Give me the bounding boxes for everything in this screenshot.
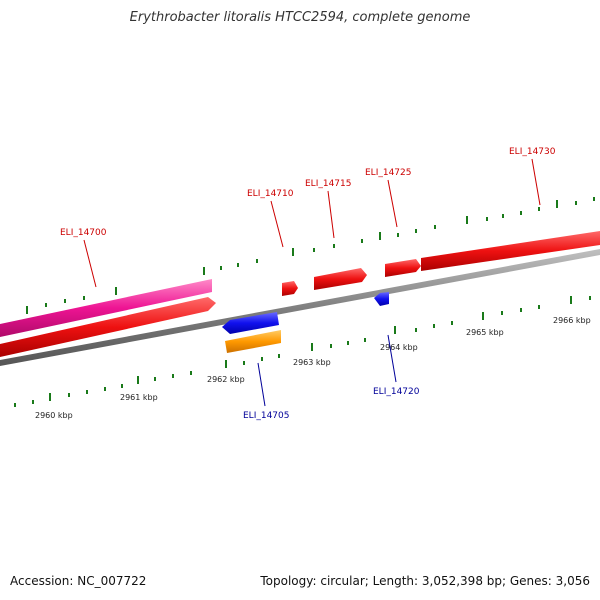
leader-eli-14700 bbox=[83, 239, 97, 288]
label-eli-14700: ELI_14700 bbox=[60, 228, 107, 238]
gene-forward-long-left[interactable] bbox=[0, 297, 216, 357]
map-title: Erythrobacter litoralis HTCC2594, comple… bbox=[129, 10, 471, 25]
outer-tick-row bbox=[26, 197, 595, 314]
tick-label-2965: 2965 kbp bbox=[466, 328, 504, 337]
gene-eli-14705-other[interactable] bbox=[225, 330, 281, 353]
label-eli-14730: ELI_14730 bbox=[509, 147, 556, 157]
gene-eli-14710[interactable] bbox=[282, 281, 298, 296]
tick-label-2966: 2966 kbp bbox=[553, 316, 591, 325]
gene-eli-14715[interactable] bbox=[314, 268, 367, 290]
gene-eli-14700[interactable] bbox=[0, 279, 212, 337]
leader-eli-14730 bbox=[531, 158, 541, 206]
leader-eli-14720 bbox=[387, 334, 397, 383]
tick-label-2962: 2962 kbp bbox=[207, 375, 245, 384]
tick-label-2964: 2964 kbp bbox=[380, 343, 418, 352]
leader-eli-14710 bbox=[270, 200, 284, 248]
label-eli-14725: ELI_14725 bbox=[365, 168, 412, 178]
leader-eli-14705 bbox=[257, 362, 266, 407]
gene-eli-14730[interactable] bbox=[421, 231, 600, 271]
label-eli-14715: ELI_14715 bbox=[305, 179, 352, 189]
label-eli-14720: ELI_14720 bbox=[373, 387, 420, 397]
tick-label-2961: 2961 kbp bbox=[120, 393, 158, 402]
leader-eli-14725 bbox=[387, 179, 398, 228]
gene-eli-14705[interactable] bbox=[222, 312, 279, 334]
leader-eli-14715 bbox=[327, 190, 335, 239]
label-eli-14705: ELI_14705 bbox=[243, 411, 290, 421]
gene-eli-14720[interactable] bbox=[374, 292, 389, 306]
tick-label-2963: 2963 kbp bbox=[293, 358, 331, 367]
accession-text: Accession: NC_007722 bbox=[10, 574, 147, 588]
tick-label-2960: 2960 kbp bbox=[35, 411, 73, 420]
gene-eli-14725[interactable] bbox=[385, 259, 421, 277]
inner-tick-row bbox=[14, 296, 591, 407]
genome-summary-text: Topology: circular; Length: 3,052,398 bp… bbox=[260, 574, 590, 588]
genome-backbone bbox=[0, 249, 600, 366]
label-eli-14710: ELI_14710 bbox=[247, 189, 294, 199]
